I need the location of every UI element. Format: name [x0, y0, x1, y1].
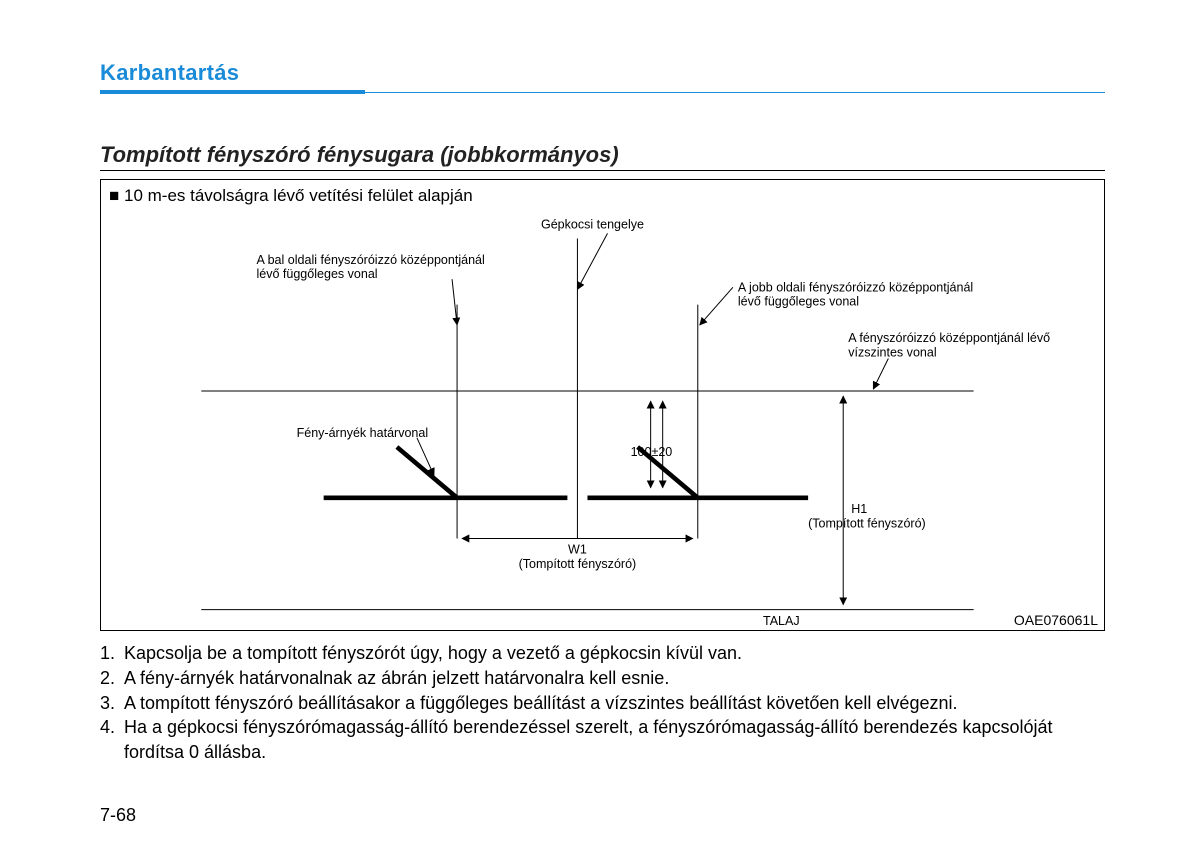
li4: Ha a gépkocsi fényszórómagasság-állító b…: [124, 715, 1105, 765]
leftv-l1: A bal oldali fényszóróizzó középpontjáná…: [256, 253, 484, 267]
rightv-label: A jobb oldali fényszóróizzó középpontján…: [738, 280, 977, 308]
diagram: 100±20 W1 (Tompított fényszóró) H1 (Tomp…: [101, 208, 1104, 630]
instruction-list: 1.Kapcsolja be a tompított fényszórót úg…: [100, 641, 1105, 765]
h1-label-2: (Tompított fényszóró): [808, 516, 926, 530]
chapter-title: Karbantartás: [100, 60, 1105, 86]
horiz-l1: A fényszóróizzó középpontjánál lévő: [848, 331, 1050, 345]
leftv-l2: lévő függőleges vonal: [256, 267, 377, 281]
cap-prefix: ■: [109, 186, 124, 205]
cutoff-label: Fény-árnyék határvonal: [297, 426, 429, 440]
page-number: 7-68: [100, 805, 136, 826]
axle-leader: [577, 233, 607, 289]
list-item: 3.A tompított fényszóró beállításakor a …: [100, 691, 1105, 716]
figure-box: ■ 10 m-es távolságra lévő vetítési felül…: [100, 179, 1105, 631]
leftv-label-1: A bal oldali fényszóróizzó középpontjáná…: [256, 253, 488, 281]
rightv-l2: lévő függőleges vonal: [738, 295, 859, 309]
li3: A tompított fényszóró beállításakor a fü…: [124, 691, 1105, 716]
rightv-leader: [700, 287, 733, 325]
list-item: 4.Ha a gépkocsi fényszórómagasság-állító…: [100, 715, 1105, 765]
figure-caption: ■ 10 m-es távolságra lévő vetítési felül…: [109, 186, 473, 205]
li1: Kapcsolja be a tompított fényszórót úgy,…: [124, 641, 1105, 666]
horiz-label: A fényszóróizzó középpontjánál lévő vízs…: [848, 331, 1053, 359]
w1-label-1: W1: [568, 543, 587, 557]
cutoff-left-rise: [397, 447, 457, 498]
cap-text: 10 m-es távolságra lévő vetítési felület…: [124, 186, 473, 205]
section-title: Tompított fényszóró fénysugara (jobbkorm…: [100, 142, 1105, 171]
rightv-l1: A jobb oldali fényszóróizzó középpontján…: [738, 280, 973, 294]
h1-label-1: H1: [851, 502, 867, 516]
axle-label: Gépkocsi tengelye: [541, 217, 644, 231]
tolerance-label: 100±20: [631, 445, 673, 459]
horiz-l2: vízszintes vonal: [848, 345, 936, 359]
li2: A fény-árnyék határvonalnak az ábrán jel…: [124, 666, 1105, 691]
horiz-leader: [873, 358, 888, 389]
list-item: 2.A fény-árnyék határvonalnak az ábrán j…: [100, 666, 1105, 691]
w1-label-2: (Tompított fényszóró): [519, 557, 637, 571]
leftv-leader: [452, 279, 457, 325]
list-item: 1.Kapcsolja be a tompított fényszórót úg…: [100, 641, 1105, 666]
ground-label: TALAJ: [763, 614, 800, 628]
header-underline: [100, 90, 1105, 94]
figure-id: OAE076061L: [1014, 612, 1098, 628]
